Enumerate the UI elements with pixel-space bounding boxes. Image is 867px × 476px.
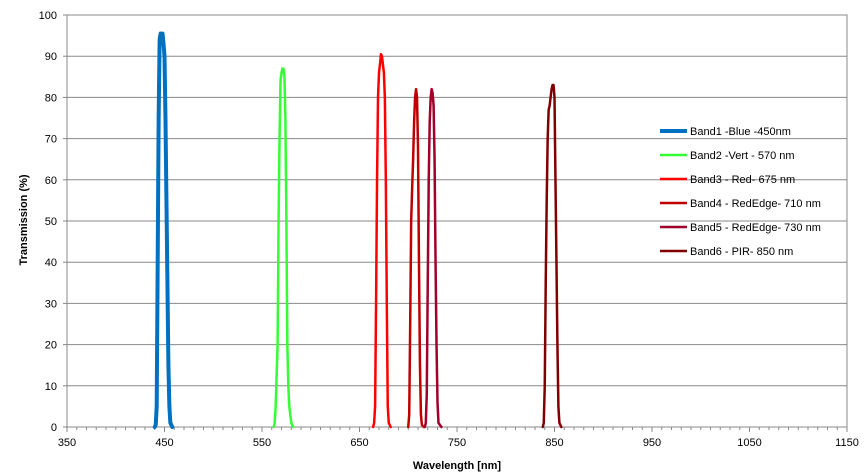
series-line-band3	[371, 52, 392, 429]
series-line-band6	[541, 83, 563, 429]
series-line-band1	[152, 31, 175, 429]
x-tick-label: 950	[643, 437, 661, 449]
legend-label-band5: Band5 - RedEdge- 730 nm	[690, 222, 821, 234]
series-line-band2	[272, 67, 295, 429]
grid-layer	[63, 14, 848, 432]
x-tick-label: 750	[448, 437, 466, 449]
y-tick-label: 20	[45, 340, 57, 352]
x-axis-title: Wavelength [nm]	[413, 460, 502, 472]
legend-label-band4: Band4 - RedEdge- 710 nm	[690, 198, 821, 210]
ticks-layer: 0 10 20 30 40 50 60 70 80 90 100 350 450 550 650 750 850…	[39, 10, 859, 449]
y-tick-label: 0	[51, 422, 57, 434]
legend-label-band6: Band6 - PIR- 850 nm	[690, 246, 793, 258]
y-tick-label: 60	[45, 175, 57, 187]
y-tick-label: 80	[45, 92, 57, 104]
legend-label-band3: Band3 - Red- 675 nm	[690, 174, 795, 186]
y-tick-label: 10	[45, 381, 57, 393]
series-layer	[152, 31, 563, 429]
y-tick-label: 100	[39, 10, 57, 22]
y-tick-label: 90	[45, 51, 57, 63]
legend: Band1 -Blue -450nm Band2 -Vert - 570 nm Ba…	[660, 126, 821, 258]
legend-label-band1: Band1 -Blue -450nm	[690, 126, 791, 138]
y-tick-label: 50	[45, 216, 57, 228]
x-tick-label: 650	[350, 437, 368, 449]
y-tick-label: 40	[45, 257, 57, 269]
legend-label-band2: Band2 -Vert - 570 nm	[690, 150, 795, 162]
y-tick-label: 30	[45, 298, 57, 310]
x-tick-label: 350	[58, 437, 76, 449]
series-line-band4	[407, 87, 426, 429]
x-tick-label: 550	[253, 437, 271, 449]
x-tick-label: 450	[155, 437, 173, 449]
x-tick-label: 1150	[835, 437, 859, 449]
x-tick-label: 850	[545, 437, 563, 449]
series-line-band5	[423, 87, 443, 429]
y-axis-title: Transmission (%)	[18, 174, 30, 265]
x-tick-label: 1050	[737, 437, 761, 449]
y-tick-label: 70	[45, 134, 57, 146]
